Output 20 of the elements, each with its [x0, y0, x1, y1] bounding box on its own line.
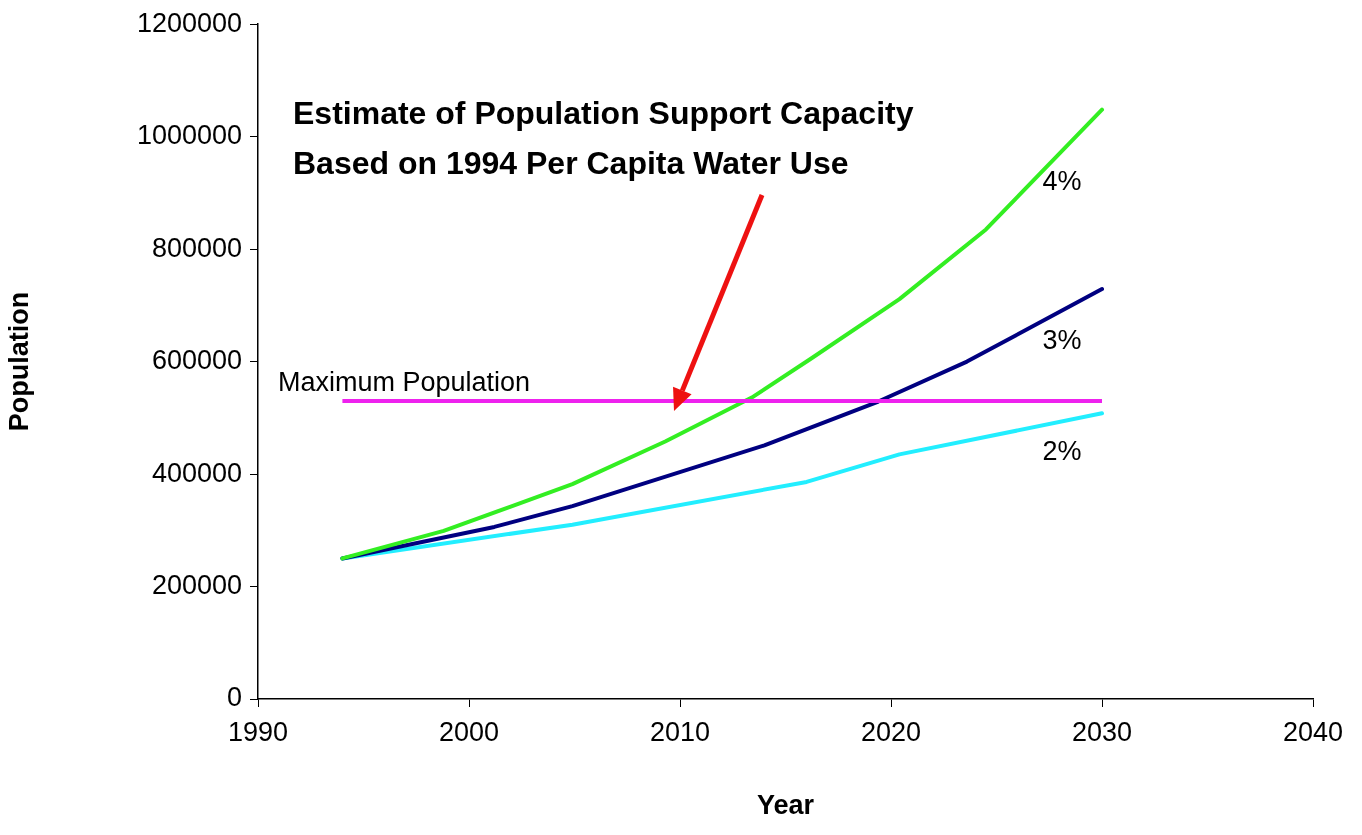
ref-line-label: Maximum Population — [278, 366, 531, 397]
x-tick-label: 2030 — [1071, 716, 1133, 747]
series-label: 3% — [1042, 325, 1082, 356]
x-tick-label: 2010 — [649, 716, 711, 747]
y-tick-label: 400000 — [151, 457, 242, 488]
y-tick-label: 800000 — [151, 232, 242, 263]
y-tick-label: 0 — [226, 682, 242, 713]
x-tick-label: 1990 — [227, 716, 289, 747]
y-axis-title: Population — [3, 291, 34, 432]
series-label: 4% — [1042, 165, 1082, 196]
x-tick-label: 2000 — [438, 716, 500, 747]
y-tick-label: 200000 — [151, 569, 242, 600]
y-tick-label: 600000 — [151, 345, 242, 376]
x-axis-title: Year — [756, 790, 815, 821]
y-tick-label: 1200000 — [136, 7, 242, 38]
x-tick-label: 2040 — [1282, 716, 1344, 747]
y-tick-label: 1000000 — [136, 120, 242, 151]
series-label: 2% — [1042, 436, 1082, 467]
x-tick-label: 2020 — [860, 716, 922, 747]
annotation: Estimate of Population Support Capacity Based on 1994 Per Capita Water Use — [293, 94, 915, 183]
